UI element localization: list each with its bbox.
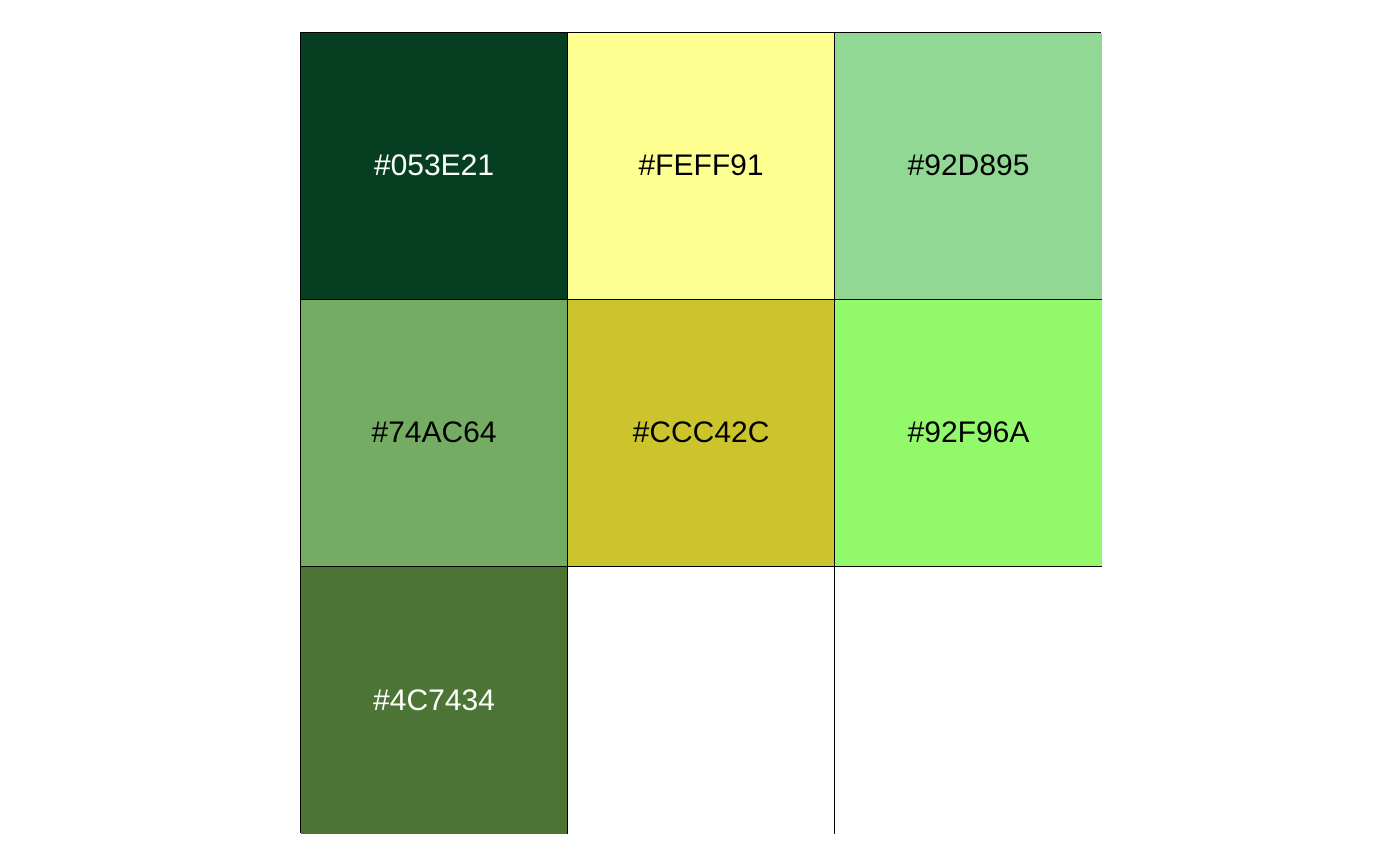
empty-swatch <box>835 567 1102 834</box>
color-swatch: #4C7434 <box>301 567 568 834</box>
color-swatch: #FEFF91 <box>568 33 835 300</box>
color-swatch: #053E21 <box>301 33 568 300</box>
color-swatch: #92F96A <box>835 300 1102 567</box>
empty-swatch <box>568 567 835 834</box>
color-swatch: #92D895 <box>835 33 1102 300</box>
color-swatch: #74AC64 <box>301 300 568 567</box>
color-palette-grid: #053E21 #FEFF91 #92D895 #74AC64 #CCC42C … <box>300 32 1102 834</box>
color-swatch: #CCC42C <box>568 300 835 567</box>
